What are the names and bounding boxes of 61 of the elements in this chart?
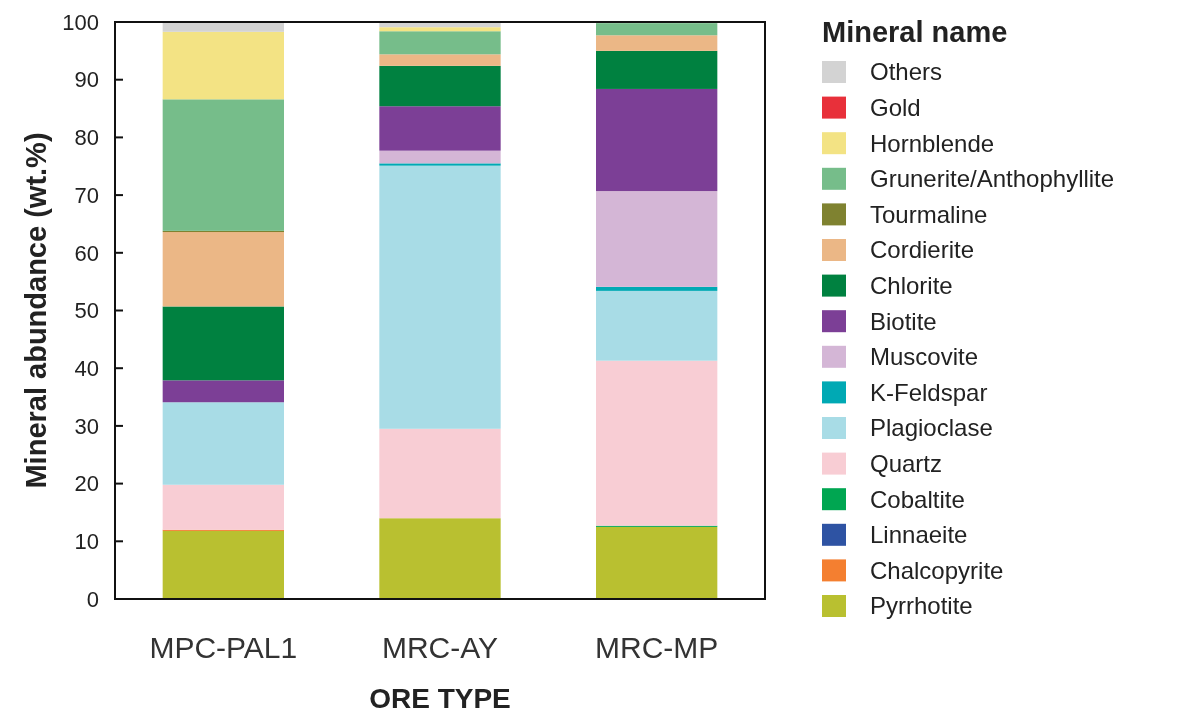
legend-label: Plagioclase [870, 414, 993, 442]
legend-label: Cordierite [870, 236, 975, 264]
bar [379, 27, 501, 32]
bar [379, 150, 501, 164]
y-tick-label: 50 [74, 298, 99, 324]
bar [596, 526, 718, 599]
legend-label: Hornblende [870, 129, 995, 157]
bar [379, 54, 501, 66]
bar [162, 484, 284, 530]
legend-label: Quartz [870, 450, 943, 477]
bar [596, 50, 718, 89]
y-tick-label: 60 [74, 240, 99, 266]
bar [162, 306, 284, 381]
y-tick-label: 20 [74, 471, 99, 497]
y-tick-label: 10 [74, 529, 99, 554]
bar [596, 191, 718, 287]
bar [379, 31, 501, 55]
legend-label: Chlorite [870, 272, 953, 299]
bar [596, 35, 718, 51]
x-tick-label: MPC-PAL1 [149, 631, 298, 664]
legend-label: K-Feldspar [870, 378, 988, 406]
bar [596, 23, 718, 36]
legend-label: Cobaltite [870, 485, 965, 513]
y-tick-label: 30 [74, 413, 99, 439]
bar [162, 99, 284, 231]
legend-title: Mineral name [822, 16, 1008, 48]
bar [162, 31, 284, 100]
bar [379, 163, 501, 166]
y-tick-label: 70 [74, 182, 99, 208]
legend-label: Tourmaline [870, 200, 988, 228]
bar [379, 65, 501, 107]
bar [596, 286, 718, 291]
legend-label: Pyrrhotite [870, 592, 973, 620]
bar [596, 290, 718, 361]
bar [379, 428, 501, 519]
legend-label: Linnaeite [870, 521, 968, 549]
bar [379, 165, 501, 429]
bar [162, 232, 284, 307]
legend-label: Chalcopyrite [870, 556, 1004, 584]
legend-label: Others [870, 58, 943, 86]
legend-label: Grunerite/Anthophyllite [870, 165, 1115, 193]
bar [162, 380, 284, 403]
bar [596, 88, 718, 192]
y-tick-label: 100 [62, 9, 99, 35]
legend-label: Biotite [870, 307, 937, 335]
x-axis-title: ORE TYPE [369, 683, 511, 714]
bar [379, 106, 501, 151]
legend-label: Gold [870, 94, 921, 121]
x-tick-label: MRC-AY [381, 631, 499, 664]
y-tick-label: 0 [86, 586, 99, 612]
x-tick-label: MRC-MP [595, 631, 719, 664]
bar [162, 530, 284, 599]
bar [379, 518, 501, 599]
legend-label: Muscovite [870, 343, 979, 371]
y-tick-label: 40 [74, 355, 99, 381]
bar [596, 360, 718, 526]
bar [162, 22, 284, 32]
y-tick-label: 90 [74, 67, 99, 93]
y-axis-title: Mineral abundance (wt.%) [20, 132, 52, 489]
y-tick-label: 80 [74, 125, 99, 151]
bar [162, 402, 284, 485]
